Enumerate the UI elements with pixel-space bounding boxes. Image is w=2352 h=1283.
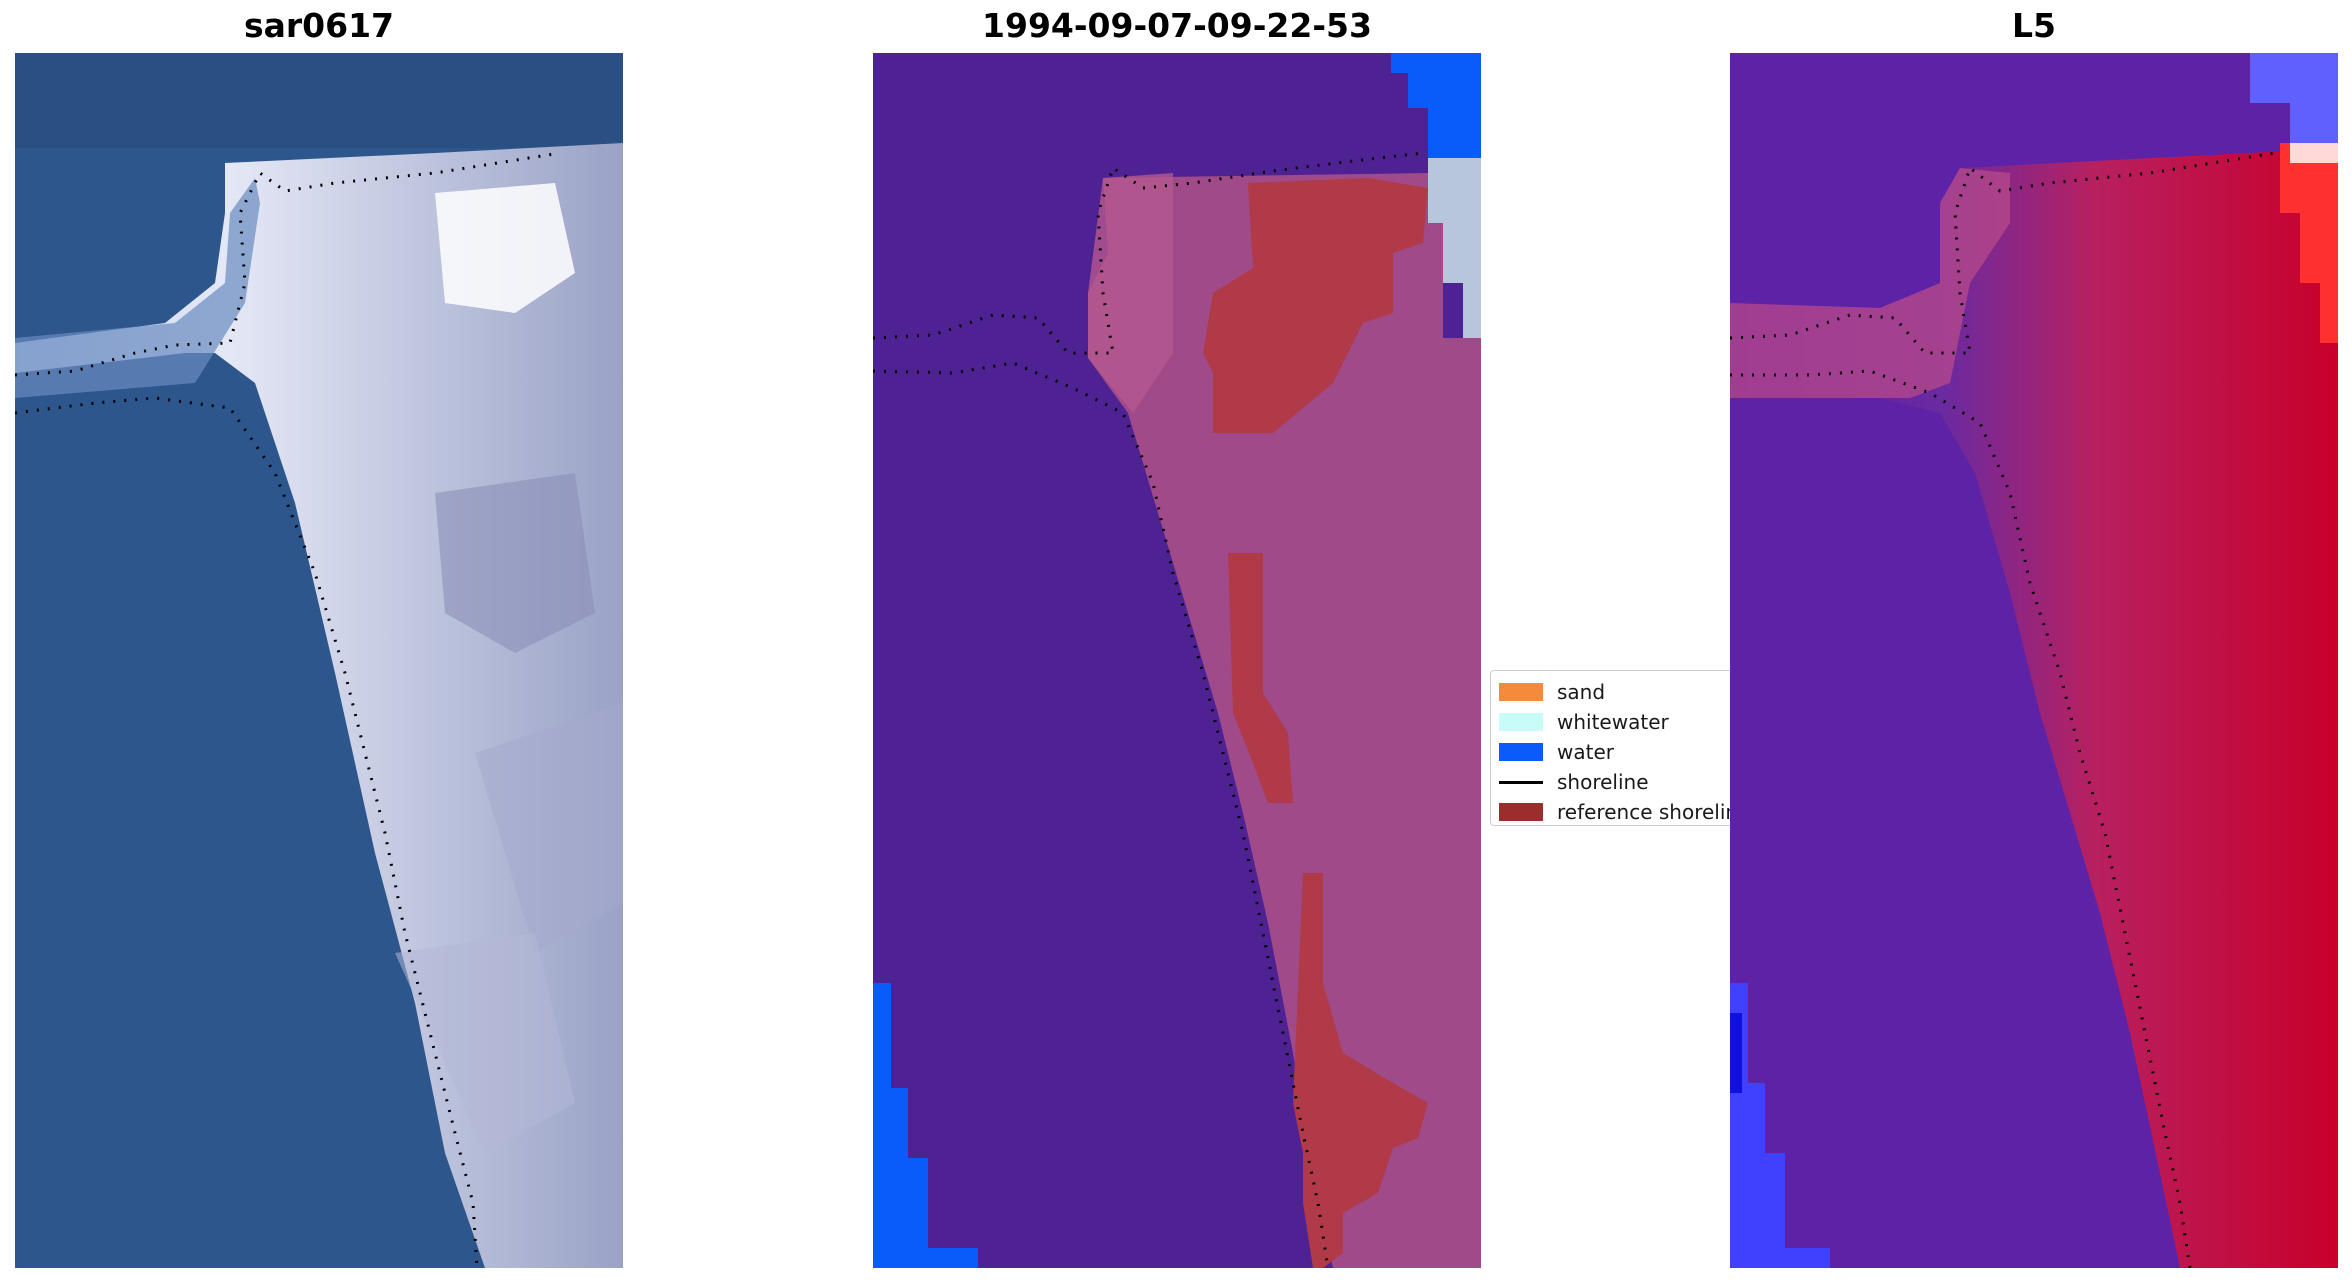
classified-image [873, 53, 1481, 1268]
rgb-image-panel [15, 53, 623, 1268]
legend-line-shoreline [1499, 781, 1543, 784]
panel-title-rgb: sar0617 [243, 6, 395, 45]
legend-label-sand: sand [1557, 680, 1606, 704]
water-region-bottom [873, 983, 978, 1268]
legend-swatch-reference-shoreline [1499, 803, 1543, 821]
legend-swatch-water [1499, 743, 1543, 761]
legend-label-reference-shoreline: reference shoreline [1557, 800, 1730, 824]
classified-image-panel [873, 53, 1481, 1268]
legend-swatch-sand [1499, 683, 1543, 701]
legend-label-water: water [1557, 740, 1614, 764]
class-blob-1 [1203, 178, 1428, 433]
class-blob-3 [1293, 873, 1428, 1268]
index-image-panel [1730, 53, 2338, 1268]
legend-label-whitewater: whitewater [1557, 710, 1669, 734]
shoreline-trace-right [1730, 151, 2276, 1268]
legend: sand whitewater water shoreline referenc… [1490, 670, 1730, 826]
panel-title-index: L5 [2012, 6, 2056, 45]
land-region [1088, 173, 1481, 1268]
legend-label-shoreline: shoreline [1557, 770, 1649, 794]
water-region-top [1391, 53, 1481, 158]
class-blob-2 [1228, 553, 1293, 803]
panel-title-classified: 1994-09-07-09-22-53 [982, 6, 1372, 45]
legend-swatch-whitewater [1499, 713, 1543, 731]
index-image [1730, 53, 2338, 1268]
whitewater-region [1428, 158, 1481, 338]
rgb-image [15, 53, 623, 1268]
